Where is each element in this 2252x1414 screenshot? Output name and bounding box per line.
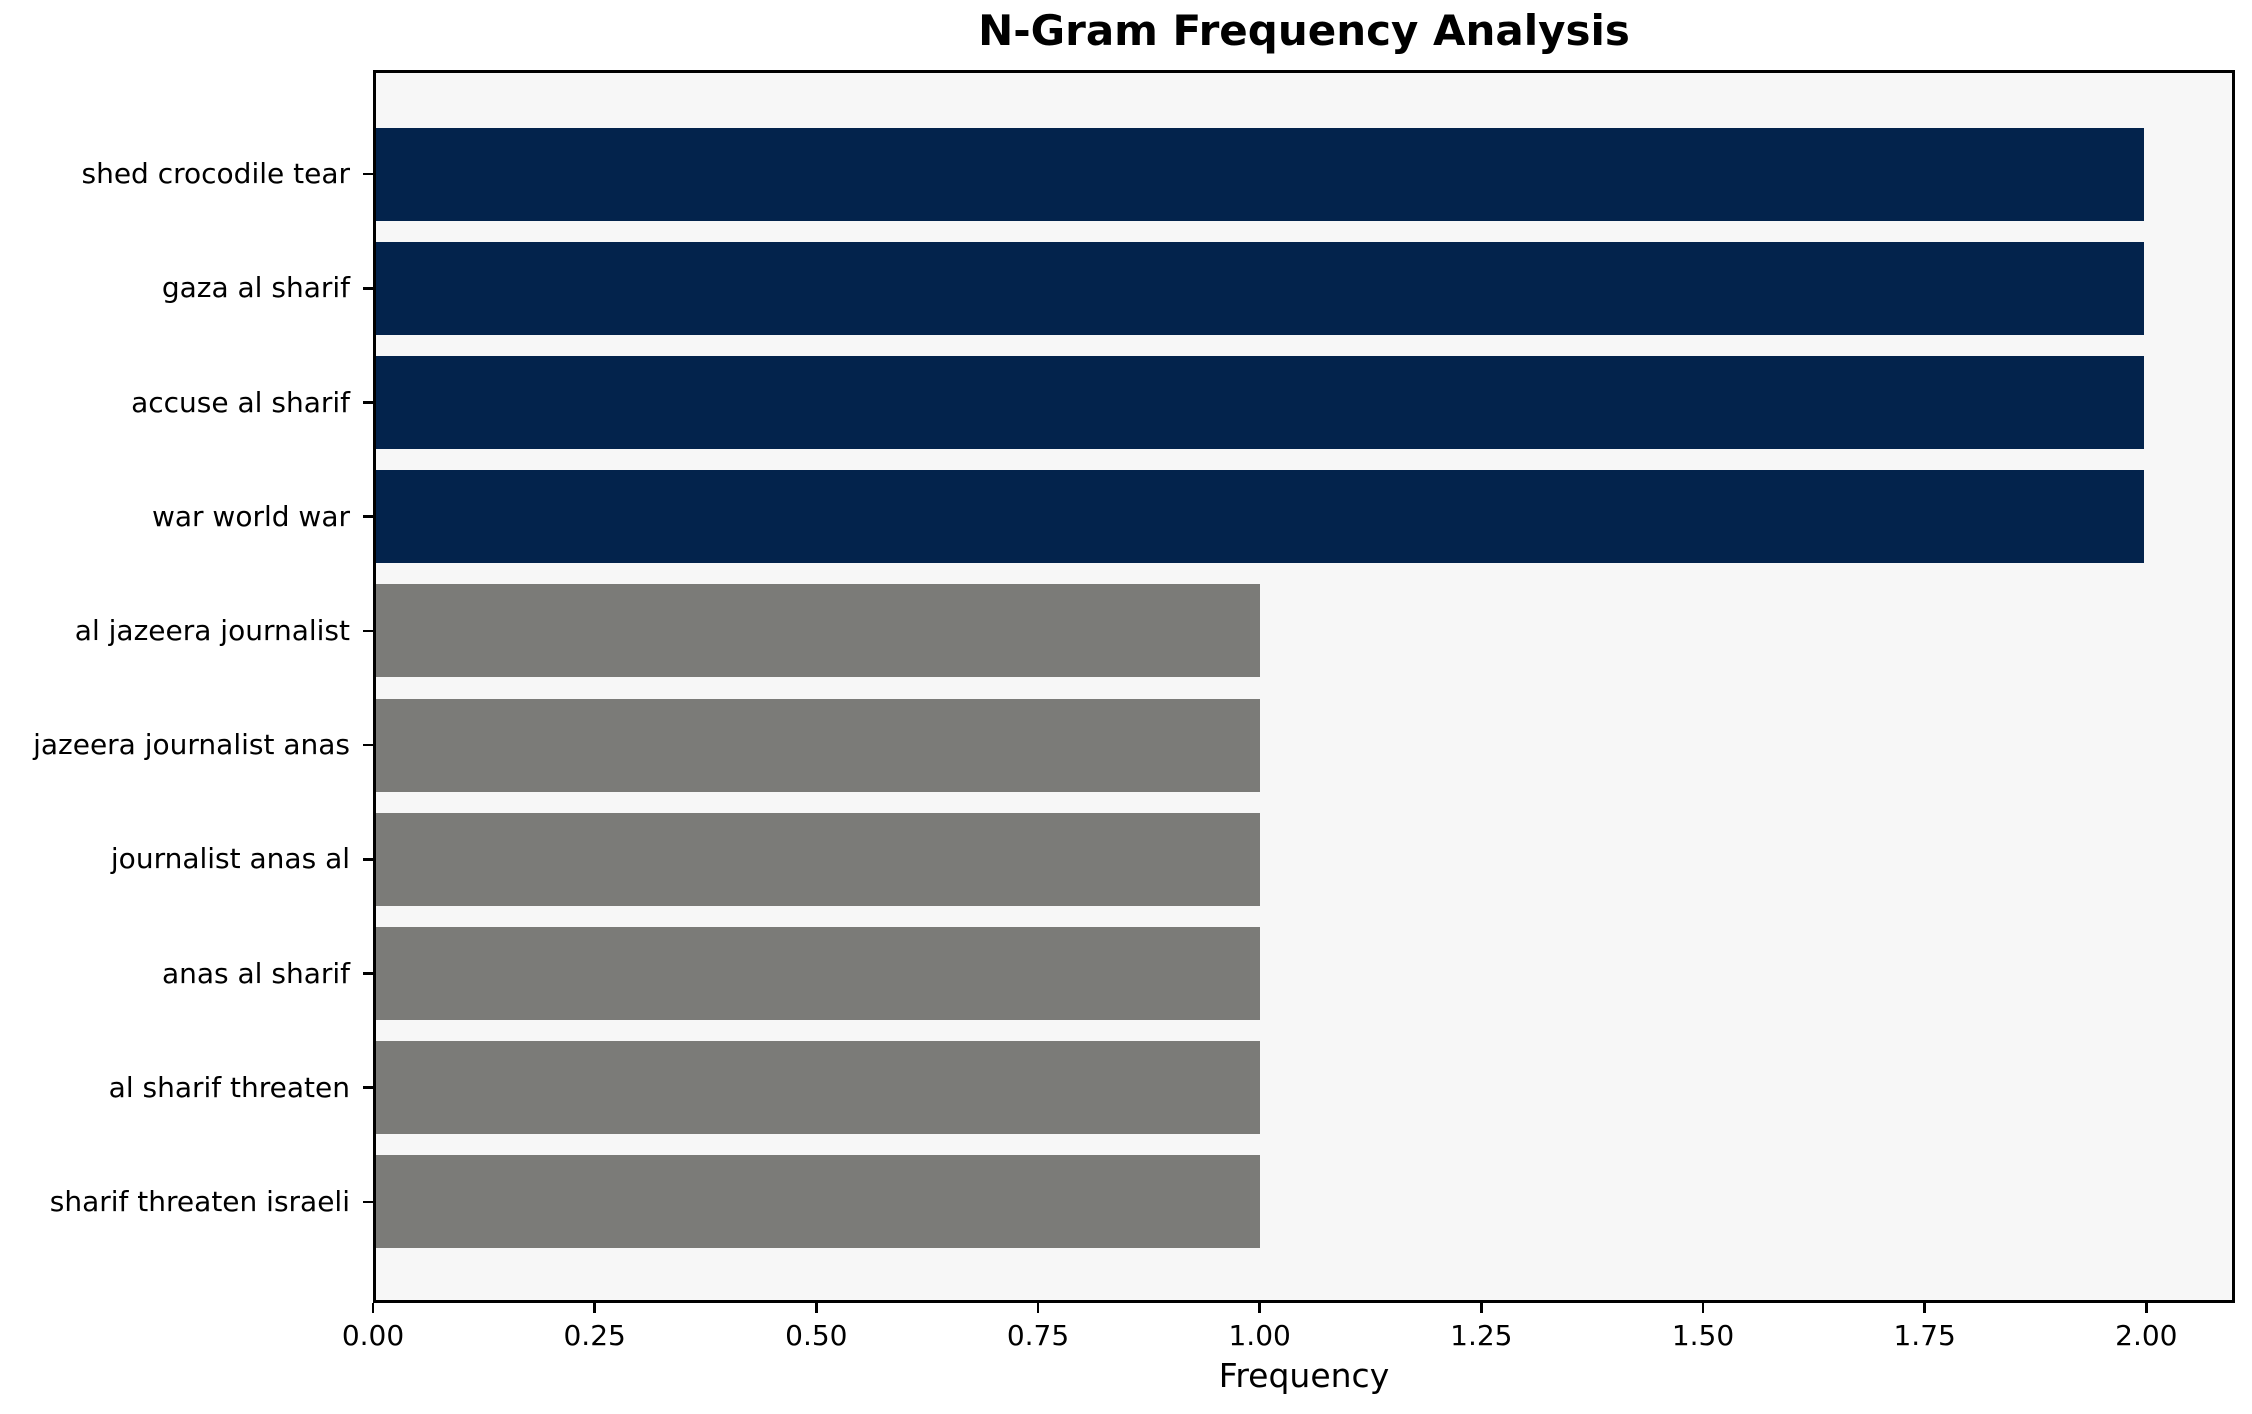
y-tick-label: war world war bbox=[151, 499, 350, 533]
bar-row bbox=[376, 1041, 2232, 1135]
bar-shed-crocodile-tear bbox=[376, 127, 2144, 221]
x-tick-mark bbox=[2145, 1303, 2148, 1313]
y-tick-mark bbox=[363, 172, 373, 176]
bar-al-jazeera-journalist bbox=[376, 584, 1260, 678]
y-tick-label: journalist anas al bbox=[110, 842, 350, 876]
bar-row bbox=[376, 470, 2232, 564]
y-tick-label: gaza al sharif bbox=[161, 271, 350, 305]
bar-row bbox=[376, 127, 2232, 221]
y-tick-label: shed crocodile tear bbox=[81, 157, 350, 191]
x-tick-label: 0.50 bbox=[785, 1319, 848, 1352]
bar-accuse-al-sharif bbox=[376, 356, 2144, 449]
y-tick-mark bbox=[363, 858, 373, 861]
x-tick-mark bbox=[1036, 1303, 1040, 1313]
x-tick-mark bbox=[815, 1303, 818, 1313]
x-tick-label: 0.25 bbox=[563, 1319, 626, 1352]
x-tick-label: 1.25 bbox=[1450, 1319, 1513, 1352]
y-tick-mark bbox=[363, 1086, 373, 1089]
bar-row bbox=[376, 698, 2232, 792]
chart-title: N-Gram Frequency Analysis bbox=[978, 6, 1630, 55]
bar-journalist-anas-al bbox=[376, 812, 1260, 906]
y-tick-mark bbox=[363, 515, 373, 518]
x-axis-label: Frequency bbox=[1218, 1356, 1390, 1395]
y-tick-mark bbox=[363, 743, 373, 747]
y-tick-label: anas al sharif bbox=[161, 956, 350, 990]
x-tick-label: 1.75 bbox=[1893, 1319, 1956, 1352]
bar-row bbox=[376, 241, 2232, 335]
bar-jazeera-journalist-anas bbox=[376, 698, 1260, 792]
y-tick-mark bbox=[363, 1200, 373, 1204]
x-tick-label: 0.00 bbox=[341, 1319, 405, 1352]
bar-sharif-threaten-israeli bbox=[376, 1155, 1260, 1249]
x-tick-label: 2.00 bbox=[2115, 1319, 2178, 1352]
bars-layer bbox=[376, 73, 2232, 1300]
y-tick-mark bbox=[363, 629, 373, 633]
y-tick-mark bbox=[363, 972, 373, 975]
bar-gaza-al-sharif bbox=[376, 241, 2144, 335]
plot-area bbox=[373, 70, 2235, 1303]
x-tick-mark bbox=[371, 1303, 375, 1313]
y-tick-label: jazeera journalist anas bbox=[33, 728, 350, 762]
x-tick-mark bbox=[593, 1303, 596, 1313]
x-tick-mark bbox=[1701, 1303, 1705, 1313]
x-tick-label: 1.00 bbox=[1228, 1319, 1291, 1352]
bar-row bbox=[376, 584, 2232, 678]
x-tick-label: 0.75 bbox=[1006, 1319, 1070, 1352]
bar-row bbox=[376, 812, 2232, 906]
y-tick-mark bbox=[363, 401, 373, 404]
bar-row bbox=[376, 927, 2232, 1020]
y-tick-label: al jazeera journalist bbox=[74, 613, 350, 647]
y-tick-mark bbox=[363, 287, 373, 290]
y-tick-label: al sharif threaten bbox=[108, 1070, 350, 1104]
x-tick-mark bbox=[1258, 1303, 1261, 1313]
bar-row bbox=[376, 356, 2232, 449]
bar-anas-al-sharif bbox=[376, 927, 1260, 1020]
bar-al-sharif-threaten bbox=[376, 1041, 1260, 1135]
x-tick-mark bbox=[1480, 1303, 1483, 1313]
bar-row bbox=[376, 1155, 2232, 1249]
bar-war-world-war bbox=[376, 470, 2144, 564]
y-tick-label: sharif threaten israeli bbox=[49, 1184, 350, 1218]
x-tick-label: 1.50 bbox=[1671, 1319, 1735, 1352]
y-tick-label: accuse al sharif bbox=[131, 385, 350, 419]
x-tick-mark bbox=[1923, 1303, 1926, 1313]
